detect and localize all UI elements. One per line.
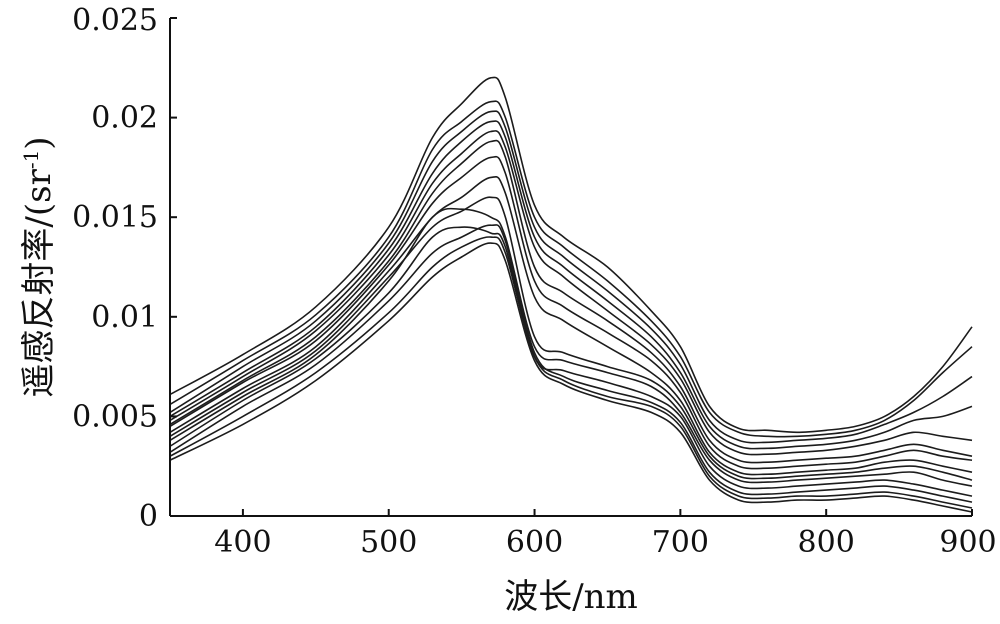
series-line-12 xyxy=(169,224,973,503)
y-ticks: 0 0.005 0.01 0.015 0.02 0.025 xyxy=(72,3,177,534)
series-lines xyxy=(169,76,973,513)
axes xyxy=(169,18,972,517)
y-tick-label: 0.025 xyxy=(72,3,158,38)
series-line-6 xyxy=(169,139,973,464)
series-line-9 xyxy=(169,196,973,481)
x-axis-title: 波长/nm xyxy=(504,577,638,617)
series-line-1 xyxy=(169,76,973,434)
series-line-4 xyxy=(169,120,973,450)
series-line-2 xyxy=(169,100,973,438)
y-axis-title: 遥感反射率/(sr-1) xyxy=(19,136,59,397)
series-line-8 xyxy=(169,175,973,476)
x-tick-label: 700 xyxy=(652,525,709,560)
y-tick-label: 0 xyxy=(139,499,158,534)
series-line-5 xyxy=(169,130,973,456)
series-line-11 xyxy=(169,226,973,497)
x-ticks: 400 500 600 700 800 900 xyxy=(214,509,997,560)
y-axis-title-main: 遥感反射率/(sr xyxy=(19,168,59,397)
series-line-7 xyxy=(169,155,973,470)
series-line-3 xyxy=(169,110,973,444)
y-tick-label: 0.01 xyxy=(91,300,158,335)
series-line-10 xyxy=(169,207,973,487)
series-line-13 xyxy=(169,236,973,509)
x-tick-label: 900 xyxy=(939,525,996,560)
y-tick-label: 0.005 xyxy=(72,399,158,434)
y-axis-title-close: ) xyxy=(19,136,59,149)
x-tick-label: 600 xyxy=(506,525,563,560)
series-line-14 xyxy=(169,242,973,513)
y-axis-title-sup: -1 xyxy=(19,150,43,169)
x-tick-label: 800 xyxy=(798,525,855,560)
y-tick-label: 0.02 xyxy=(91,101,158,136)
y-tick-label: 0.015 xyxy=(72,200,158,235)
x-tick-label: 500 xyxy=(360,525,417,560)
x-tick-label: 400 xyxy=(214,525,271,560)
